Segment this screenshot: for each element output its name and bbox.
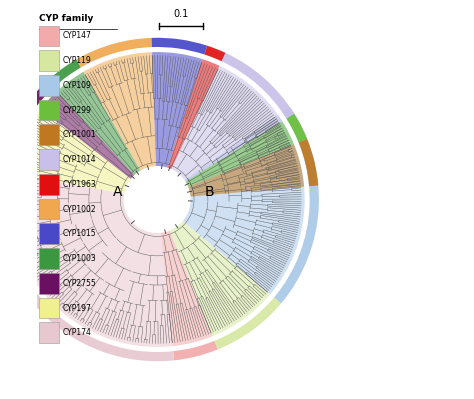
Text: CYP197: CYP197	[63, 304, 91, 312]
Text: CYP174: CYP174	[63, 328, 91, 337]
Wedge shape	[83, 52, 156, 170]
Wedge shape	[222, 53, 294, 119]
Circle shape	[127, 169, 187, 230]
Wedge shape	[76, 38, 152, 67]
Text: CYP147: CYP147	[63, 32, 91, 40]
Wedge shape	[170, 221, 270, 336]
Text: CYP family: CYP family	[39, 14, 94, 23]
Wedge shape	[0, 172, 174, 361]
Wedge shape	[0, 100, 37, 173]
Wedge shape	[56, 72, 140, 175]
Text: CYP2755: CYP2755	[63, 279, 96, 288]
Wedge shape	[183, 115, 305, 294]
Text: CYP119: CYP119	[63, 56, 91, 65]
Wedge shape	[286, 114, 307, 142]
FancyBboxPatch shape	[39, 75, 59, 96]
Text: 0.1: 0.1	[173, 9, 189, 19]
FancyBboxPatch shape	[39, 26, 59, 46]
Text: CYP1001: CYP1001	[63, 130, 96, 139]
Wedge shape	[214, 298, 281, 350]
Wedge shape	[274, 107, 319, 304]
Wedge shape	[12, 109, 131, 194]
FancyBboxPatch shape	[39, 273, 59, 294]
Wedge shape	[188, 144, 304, 197]
FancyBboxPatch shape	[39, 223, 59, 244]
Wedge shape	[47, 59, 81, 88]
Wedge shape	[152, 38, 207, 55]
FancyBboxPatch shape	[39, 199, 59, 219]
FancyBboxPatch shape	[39, 322, 59, 343]
Wedge shape	[10, 174, 173, 347]
Text: CYP1015: CYP1015	[63, 229, 96, 238]
Text: A: A	[112, 184, 122, 199]
Wedge shape	[41, 92, 134, 179]
Wedge shape	[204, 46, 226, 61]
FancyBboxPatch shape	[39, 124, 59, 145]
Text: CYP1014: CYP1014	[63, 155, 96, 164]
Text: CYP1002: CYP1002	[63, 205, 96, 213]
FancyBboxPatch shape	[39, 174, 59, 195]
Text: CYP1963: CYP1963	[63, 180, 96, 189]
Text: CYP109: CYP109	[63, 81, 91, 90]
Text: CYP1003: CYP1003	[63, 254, 96, 263]
FancyBboxPatch shape	[39, 149, 59, 170]
Wedge shape	[167, 59, 219, 169]
Wedge shape	[186, 121, 294, 187]
Wedge shape	[172, 66, 282, 182]
Text: B: B	[204, 184, 214, 199]
Wedge shape	[30, 81, 53, 106]
Wedge shape	[299, 139, 319, 186]
FancyBboxPatch shape	[39, 248, 59, 269]
FancyBboxPatch shape	[39, 50, 59, 71]
FancyBboxPatch shape	[39, 100, 59, 120]
Wedge shape	[173, 341, 218, 360]
FancyBboxPatch shape	[39, 298, 59, 318]
Wedge shape	[152, 52, 203, 168]
Text: CYP299: CYP299	[63, 106, 91, 115]
Wedge shape	[161, 231, 212, 346]
